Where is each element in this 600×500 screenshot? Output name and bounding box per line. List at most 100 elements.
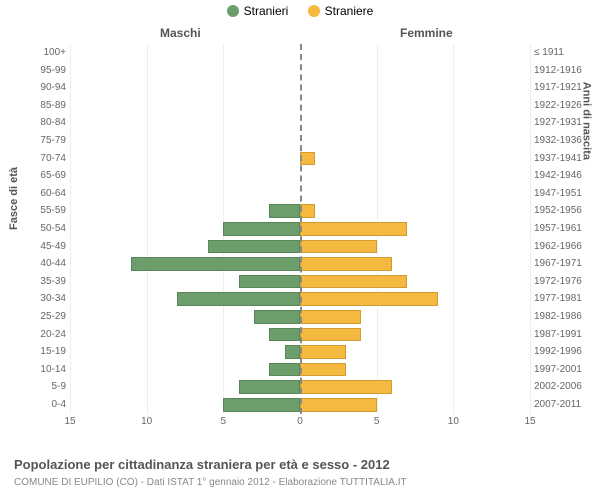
- male-half: [70, 255, 300, 273]
- bar-male: [269, 328, 300, 342]
- legend-item-male: Stranieri: [227, 4, 289, 18]
- birth-year-label: 1947-1951: [534, 185, 582, 203]
- x-axis-ticks: 15105051015: [70, 416, 530, 430]
- male-half: [70, 378, 300, 396]
- male-half: [70, 185, 300, 203]
- male-half: [70, 290, 300, 308]
- legend-swatch-female: [308, 5, 320, 17]
- x-tick-label: 10: [141, 416, 152, 427]
- birth-year-label: 1952-1956: [534, 202, 582, 220]
- female-half: [300, 361, 530, 379]
- bar-female: [300, 240, 377, 254]
- birth-year-label: 1992-1996: [534, 343, 582, 361]
- age-label: 25-29: [30, 308, 66, 326]
- birth-year-label: 1987-1991: [534, 326, 582, 344]
- age-label: 45-49: [30, 238, 66, 256]
- male-half: [70, 238, 300, 256]
- age-label: 70-74: [30, 150, 66, 168]
- bar-male: [239, 380, 300, 394]
- birth-year-label: ≤ 1911: [534, 44, 582, 62]
- bar-female: [300, 363, 346, 377]
- male-half: [70, 220, 300, 238]
- birth-year-label: 2007-2011: [534, 396, 582, 414]
- bar-male: [269, 363, 300, 377]
- female-half: [300, 62, 530, 80]
- birth-year-label: 1917-1921: [534, 79, 582, 97]
- legend-swatch-male: [227, 5, 239, 17]
- male-half: [70, 79, 300, 97]
- male-half: [70, 343, 300, 361]
- male-half: [70, 167, 300, 185]
- birth-year-label: 1957-1961: [534, 220, 582, 238]
- male-half: [70, 97, 300, 115]
- bar-female: [300, 380, 392, 394]
- female-half: [300, 79, 530, 97]
- x-tick-label: 5: [221, 416, 227, 427]
- female-half: [300, 97, 530, 115]
- male-half: [70, 44, 300, 62]
- age-label: 35-39: [30, 273, 66, 291]
- legend-label-male: Stranieri: [244, 4, 289, 18]
- bar-female: [300, 328, 361, 342]
- bar-male: [208, 240, 300, 254]
- male-half: [70, 114, 300, 132]
- birth-year-label: 2002-2006: [534, 378, 582, 396]
- x-tick-label: 15: [64, 416, 75, 427]
- age-label: 100+: [30, 44, 66, 62]
- age-label: 55-59: [30, 202, 66, 220]
- male-half: [70, 396, 300, 414]
- male-half: [70, 132, 300, 150]
- bar-male: [239, 275, 300, 289]
- legend-label-female: Straniere: [325, 4, 374, 18]
- birth-year-label: 1997-2001: [534, 361, 582, 379]
- age-label: 60-64: [30, 185, 66, 203]
- plot-area: 100+≤ 191195-991912-191690-941917-192185…: [70, 44, 530, 424]
- age-label: 85-89: [30, 97, 66, 115]
- bar-female: [300, 222, 407, 236]
- age-label: 15-19: [30, 343, 66, 361]
- male-half: [70, 361, 300, 379]
- male-half: [70, 273, 300, 291]
- age-label: 90-94: [30, 79, 66, 97]
- female-half: [300, 343, 530, 361]
- birth-year-label: 1972-1976: [534, 273, 582, 291]
- male-half: [70, 308, 300, 326]
- bar-female: [300, 398, 377, 412]
- female-half: [300, 185, 530, 203]
- bar-male: [285, 345, 300, 359]
- male-half: [70, 150, 300, 168]
- bar-female: [300, 204, 315, 218]
- bar-female: [300, 257, 392, 271]
- gridline: [530, 44, 531, 414]
- female-half: [300, 378, 530, 396]
- age-label: 75-79: [30, 132, 66, 150]
- female-half: [300, 290, 530, 308]
- male-half: [70, 62, 300, 80]
- bar-male: [223, 398, 300, 412]
- age-label: 65-69: [30, 167, 66, 185]
- age-label: 0-4: [30, 396, 66, 414]
- age-label: 10-14: [30, 361, 66, 379]
- axis-zero-line: [300, 44, 302, 414]
- female-half: [300, 150, 530, 168]
- female-half: [300, 202, 530, 220]
- female-half: [300, 238, 530, 256]
- female-half: [300, 44, 530, 62]
- bar-female: [300, 345, 346, 359]
- birth-year-label: 1912-1916: [534, 62, 582, 80]
- female-half: [300, 326, 530, 344]
- female-half: [300, 220, 530, 238]
- female-half: [300, 396, 530, 414]
- age-label: 95-99: [30, 62, 66, 80]
- bar-female: [300, 310, 361, 324]
- bar-male: [223, 222, 300, 236]
- birth-year-label: 1927-1931: [534, 114, 582, 132]
- birth-year-label: 1967-1971: [534, 255, 582, 273]
- age-label: 5-9: [30, 378, 66, 396]
- chart-source: COMUNE DI EUPILIO (CO) - Dati ISTAT 1° g…: [14, 477, 407, 488]
- birth-year-label: 1977-1981: [534, 290, 582, 308]
- chart-title: Popolazione per cittadinanza straniera p…: [14, 457, 390, 472]
- x-tick-label: 10: [448, 416, 459, 427]
- age-label: 80-84: [30, 114, 66, 132]
- female-half: [300, 255, 530, 273]
